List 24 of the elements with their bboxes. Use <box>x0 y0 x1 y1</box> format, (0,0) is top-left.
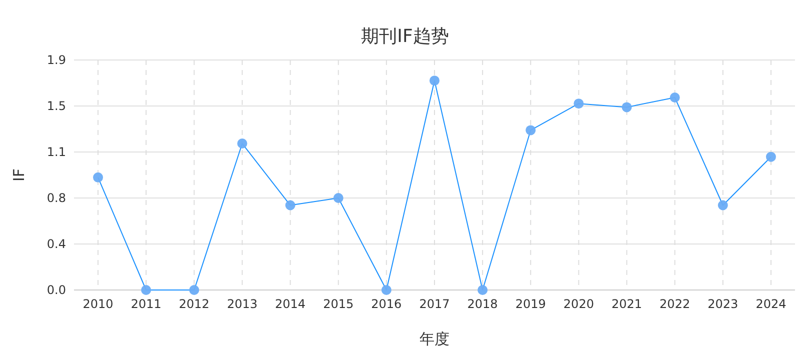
x-tick-label: 2014 <box>275 297 306 311</box>
x-tick-label: 2023 <box>708 297 738 311</box>
y-tick-label: 1.9 <box>46 53 66 67</box>
y-tick-label: 0.8 <box>46 191 66 205</box>
x-tick-label: 2015 <box>323 297 354 311</box>
x-tick-label: 2010 <box>82 297 114 311</box>
x-tick-label: 2013 <box>226 297 258 311</box>
y-tick-label: 1.5 <box>46 99 66 113</box>
x-tick-label: 2021 <box>611 297 642 311</box>
y-tick-label: 0.0 <box>46 283 66 297</box>
x-tick-label: 2012 <box>178 297 210 311</box>
chart-title: 期刊IF趋势 <box>361 26 449 47</box>
y-axis-title: IF <box>10 168 28 182</box>
x-tick-label: 2017 <box>419 297 450 311</box>
y-tick-label: 1.1 <box>46 145 66 159</box>
x-tick-label: 2020 <box>563 297 594 311</box>
x-tick-label: 2011 <box>130 297 162 311</box>
x-tick-label: 2018 <box>467 297 498 311</box>
x-tick-label: 2019 <box>515 297 546 311</box>
x-axis-title: 年度 <box>420 330 450 348</box>
y-tick-label: 0.4 <box>46 237 66 251</box>
x-tick-label: 2022 <box>660 297 690 311</box>
x-tick-label: 2016 <box>371 297 402 311</box>
x-tick-label: 2024 <box>756 297 786 311</box>
